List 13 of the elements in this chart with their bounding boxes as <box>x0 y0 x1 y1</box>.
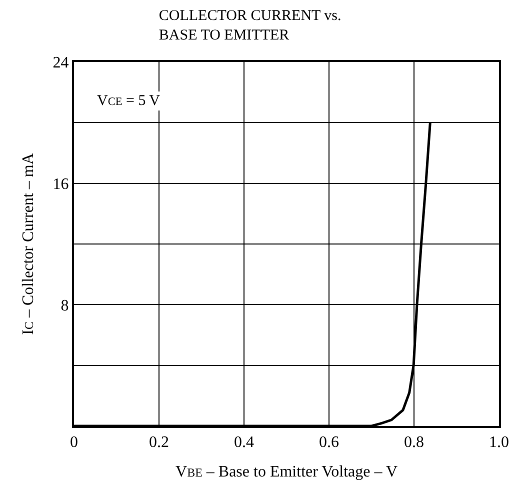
x-tick-label: 1.0 <box>489 434 509 452</box>
y-axis-title: IC – Collector Current – mA <box>20 152 38 335</box>
x-axis-title: VBE – Base to Emitter Voltage – V <box>176 463 398 480</box>
x-tick-label: 0.8 <box>404 434 424 452</box>
chart-title: COLLECTOR CURRENT vs. BASE TO EMITTER <box>158 8 342 44</box>
x-tick-label: 0.2 <box>149 434 169 452</box>
x-tick-label: 0.6 <box>319 434 339 452</box>
x-tick-label: 0 <box>70 434 78 452</box>
annotation: VCE = 5 V <box>97 93 160 109</box>
y-tick-label: 8 <box>60 297 69 314</box>
y-tick-label: 16 <box>52 176 69 193</box>
x-tick-label: 0.4 <box>234 434 254 452</box>
y-tick-label: 24 <box>52 54 69 72</box>
